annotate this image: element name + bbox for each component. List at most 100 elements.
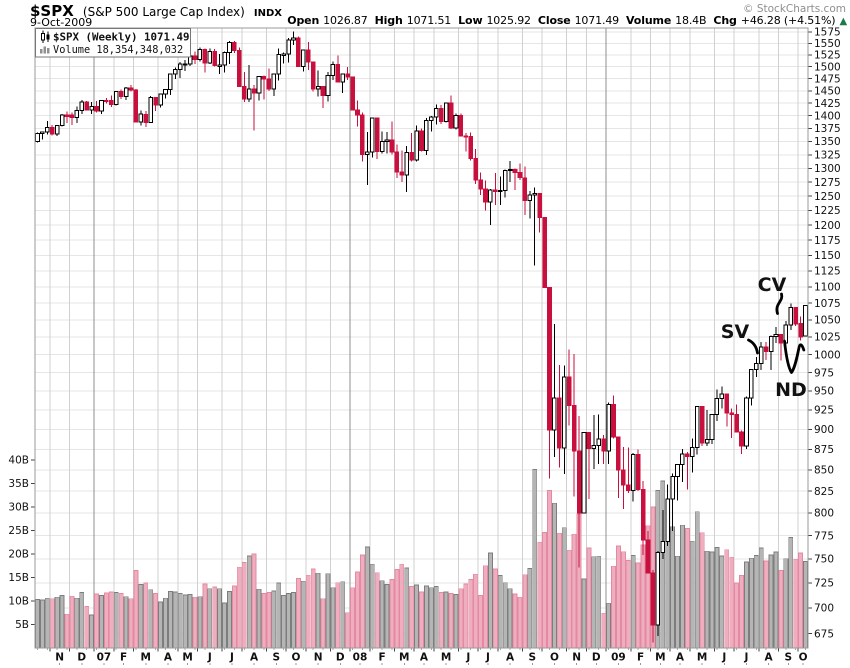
svg-text:1400: 1400	[814, 110, 841, 122]
svg-text:1175: 1175	[814, 235, 841, 247]
svg-text:M: M	[697, 652, 707, 664]
svg-text:30B: 30B	[8, 502, 29, 514]
svg-text:1275: 1275	[814, 177, 841, 189]
svg-text:875: 875	[814, 444, 834, 456]
svg-text:O: O	[550, 652, 559, 664]
quote-value: 1071.49	[574, 14, 620, 27]
svg-text:07: 07	[97, 652, 112, 664]
quote-value: 18.4B	[675, 14, 707, 27]
svg-text:5B: 5B	[15, 619, 29, 631]
svg-text:1300: 1300	[814, 163, 841, 175]
svg-text:O: O	[291, 652, 300, 664]
svg-text:S: S	[785, 652, 793, 664]
svg-text:A: A	[420, 652, 429, 664]
annotations: CV SV ND	[721, 274, 807, 401]
svg-text:N: N	[55, 652, 64, 664]
annotation-sv: SV	[721, 321, 750, 343]
annotation-nd-pointer	[783, 339, 806, 374]
chart-legend: $SPX (Weekly) 1071.49 Volume 18,354,348,…	[35, 28, 191, 58]
svg-text:1350: 1350	[814, 136, 841, 148]
symbol-name: (S&P 500 Large Cap Index)	[82, 5, 245, 19]
change-up-arrow-icon: ▲	[839, 16, 847, 27]
legend-series: $SPX (Weekly) 1071.49	[53, 31, 190, 44]
quote-label: High	[374, 14, 403, 27]
svg-text:1325: 1325	[814, 149, 841, 161]
svg-text:J: J	[721, 652, 726, 664]
annotation-sv-pointer	[747, 338, 759, 355]
volume-icon	[40, 46, 50, 54]
svg-text:675: 675	[814, 628, 834, 640]
svg-text:10B: 10B	[8, 596, 29, 608]
svg-text:F: F	[637, 652, 644, 664]
svg-text:1250: 1250	[814, 191, 841, 203]
quote-label: Close	[537, 14, 571, 27]
svg-text:35B: 35B	[8, 478, 29, 490]
svg-text:J: J	[743, 652, 748, 664]
svg-text:1550: 1550	[814, 38, 841, 50]
copyright-text: © StockCharts.com	[743, 3, 846, 15]
svg-text:S: S	[272, 652, 280, 664]
symbol: $SPX	[30, 2, 74, 20]
svg-text:J: J	[229, 652, 234, 664]
candlesticks	[35, 31, 808, 643]
annotation-cv-pointer	[775, 292, 784, 315]
svg-text:900: 900	[814, 424, 834, 436]
svg-text:1000: 1000	[814, 349, 841, 361]
quote-value: 1025.92	[486, 14, 531, 27]
svg-text:725: 725	[814, 578, 834, 590]
quote-label: Open	[287, 14, 320, 27]
svg-text:1225: 1225	[814, 205, 841, 217]
svg-text:O: O	[799, 652, 808, 664]
svg-text:20B: 20B	[8, 549, 29, 561]
quote-summary: Open 1026.87 High 1071.51 Low 1025.92 Close 107…	[287, 14, 847, 27]
svg-text:A: A	[164, 652, 173, 664]
svg-text:J: J	[465, 652, 470, 664]
svg-text:1100: 1100	[814, 282, 841, 294]
svg-text:1075: 1075	[814, 298, 841, 310]
gridlines	[35, 28, 808, 648]
svg-text:825: 825	[814, 486, 834, 498]
svg-text:F: F	[120, 652, 127, 664]
title-row: $SPX (S&P 500 Large Cap Index) INDX	[30, 1, 282, 20]
svg-text:09: 09	[611, 652, 626, 664]
svg-text:1375: 1375	[814, 123, 841, 135]
chart-date: 9-Oct-2009	[30, 16, 93, 29]
svg-text:1450: 1450	[814, 85, 841, 97]
svg-text:775: 775	[814, 530, 834, 542]
legend-volume: Volume 18,354,348,032	[53, 44, 183, 56]
svg-text:925: 925	[814, 405, 834, 417]
svg-text:700: 700	[814, 603, 834, 615]
annotation-cv: CV	[758, 274, 787, 296]
legend-box	[35, 28, 191, 58]
svg-text:M: M	[399, 652, 409, 664]
quote-value: 1071.51	[406, 14, 452, 27]
quote-value: +46.28 (+4.51%)	[740, 14, 836, 27]
svg-text:1200: 1200	[814, 220, 841, 232]
svg-text:40B: 40B	[8, 455, 29, 467]
svg-text:08: 08	[353, 652, 368, 664]
svg-text:1150: 1150	[814, 250, 841, 262]
exchange-label: INDX	[253, 8, 282, 19]
svg-text:D: D	[592, 652, 601, 664]
svg-text:J: J	[485, 652, 490, 664]
svg-text:1125: 1125	[814, 266, 841, 278]
svg-text:S: S	[528, 652, 536, 664]
candlestick-icon	[41, 30, 50, 43]
svg-text:D: D	[77, 652, 86, 664]
svg-text:850: 850	[814, 465, 834, 477]
svg-text:M: M	[655, 652, 665, 664]
svg-text:A: A	[676, 652, 685, 664]
annotation-nd: ND	[775, 379, 807, 401]
svg-text:1525: 1525	[814, 50, 841, 62]
quote-label: Low	[458, 14, 483, 27]
svg-text:J: J	[207, 652, 212, 664]
svg-text:1500: 1500	[814, 61, 841, 73]
svg-text:D: D	[336, 652, 345, 664]
svg-text:25B: 25B	[8, 525, 29, 537]
svg-text:A: A	[765, 652, 774, 664]
svg-text:975: 975	[814, 367, 834, 379]
quote-label: Volume	[626, 14, 672, 27]
svg-text:1050: 1050	[814, 315, 841, 327]
svg-text:N: N	[314, 652, 323, 664]
